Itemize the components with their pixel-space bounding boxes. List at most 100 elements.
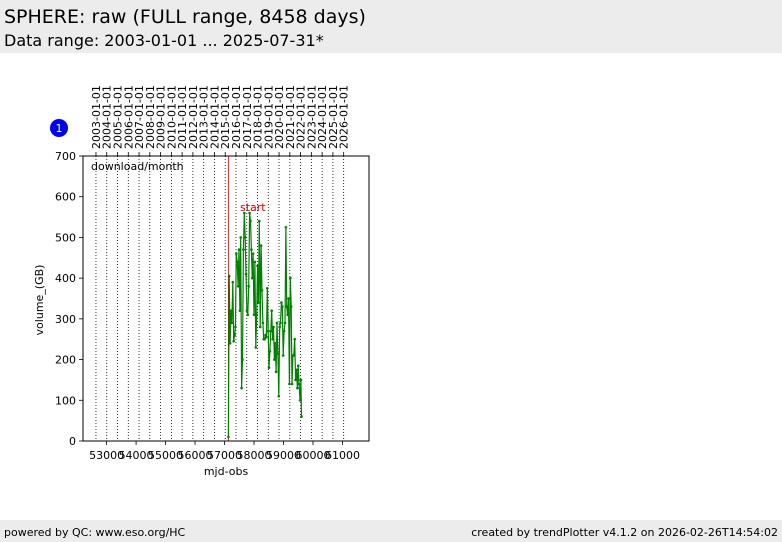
badge-label[interactable]: 1 [56, 122, 63, 135]
y-tick-label: 500 [55, 231, 76, 244]
data-point [292, 354, 296, 357]
y-tick-label: 0 [69, 435, 76, 448]
series-line [227, 212, 303, 437]
data-point [255, 313, 258, 317]
data-point [252, 313, 256, 317]
page-title: SPHERE: raw (FULL range, 8458 days) [4, 6, 366, 28]
data-point [297, 382, 301, 386]
trend-chart: 2003-01-012004-01-012005-01-012006-01-01… [33, 85, 370, 478]
top-axis-date-label: 2017-01-01 [241, 85, 254, 149]
data-point [233, 333, 236, 337]
data-point [286, 313, 289, 317]
top-axis-date-label: 2014-01-01 [208, 85, 221, 149]
data-point [229, 309, 233, 313]
data-point [273, 342, 277, 345]
x-tick-label: 58000 [237, 449, 272, 462]
top-axis-date-label: 2020-01-01 [273, 85, 286, 149]
data-point [243, 211, 246, 215]
data-point [236, 285, 240, 288]
data-point [265, 335, 268, 339]
top-axis-date-label: 2003-01-01 [90, 85, 103, 149]
data-point [298, 399, 302, 402]
data-point [269, 329, 273, 333]
badge-circle[interactable] [50, 119, 68, 137]
plot-number-badge[interactable]: 1 [50, 119, 68, 137]
data-point [277, 394, 281, 398]
x-tick-label: 56000 [178, 449, 213, 462]
top-axis-date-label: 2010-01-01 [165, 85, 178, 149]
x-tick-label: 53000 [89, 449, 124, 462]
data-point [261, 321, 265, 325]
data-point [250, 248, 253, 251]
data-point [299, 378, 303, 382]
x-tick-label: 57000 [207, 449, 242, 462]
data-point [245, 309, 249, 313]
top-axis-date-label: 2009-01-01 [155, 85, 168, 149]
data-point [257, 301, 260, 304]
data-point [256, 264, 259, 268]
top-axis-date-label: 2015-01-01 [219, 85, 232, 149]
data-point [266, 287, 269, 290]
y-tick-label: 600 [55, 191, 76, 204]
plot-frame [82, 155, 370, 442]
x-axis-label: mjd-obs [204, 465, 249, 478]
grid-lines [95, 156, 345, 441]
data-point [270, 309, 274, 313]
data-point [246, 313, 250, 317]
top-axis-date-label: 2026-01-01 [338, 85, 351, 149]
data-point [278, 325, 282, 329]
data-point [250, 276, 254, 280]
data-point [241, 358, 244, 361]
data-point [258, 325, 262, 329]
data-point [227, 435, 230, 439]
data-point [284, 226, 288, 229]
x-tick-label: 61000 [325, 449, 360, 462]
data-point [238, 309, 242, 313]
data-point [247, 285, 250, 288]
top-axis-date-label: 2006-01-01 [122, 85, 135, 149]
axes: 2003-01-012004-01-012005-01-012006-01-01… [55, 85, 370, 462]
top-axis-date-label: 2008-01-01 [144, 85, 157, 149]
data-point [276, 352, 280, 355]
data-point [242, 248, 245, 251]
data-point [273, 358, 276, 361]
data-point [289, 305, 293, 308]
series-annotation: download/month [91, 160, 184, 173]
top-axis-date-label: 2012-01-01 [187, 85, 200, 149]
footer-powered-by: powered by QC: www.eso.org/HC [4, 526, 186, 539]
data-range-subtitle: Data range: 2003-01-01 ... 2025-07-31* [4, 31, 324, 50]
top-axis-date-label: 2007-01-01 [133, 85, 146, 149]
data-point [295, 368, 298, 372]
data-point [264, 333, 267, 337]
top-axis-date-label: 2016-01-01 [230, 85, 243, 149]
data-point [230, 321, 234, 325]
report-header: SPHERE: raw (FULL range, 8458 days) Data… [0, 0, 782, 53]
data-point [282, 329, 286, 333]
data-point [267, 366, 271, 370]
data-point [228, 342, 232, 345]
data-point [240, 386, 243, 390]
data-point [260, 289, 264, 292]
x-tick-label: 60000 [295, 449, 330, 462]
top-axis-date-label: 2021-01-01 [284, 85, 297, 149]
data-point [235, 252, 238, 255]
top-axis-date-label: 2004-01-01 [101, 85, 114, 149]
y-tick-label: 400 [55, 272, 76, 285]
data-point [271, 337, 274, 341]
data-point [259, 244, 263, 247]
data-point [281, 354, 285, 357]
footer-created-by: created by trendPlotter v4.1.2 on 2026-0… [471, 526, 778, 539]
data-point [244, 272, 248, 276]
data-point [300, 415, 303, 418]
data-point [285, 305, 289, 308]
y-tick-label: 100 [55, 394, 76, 407]
data-point [275, 321, 279, 325]
top-axis-date-label: 2024-01-01 [316, 85, 329, 149]
data-point [237, 248, 241, 251]
data-point [258, 219, 261, 223]
data-point [232, 340, 235, 343]
data-point [254, 346, 258, 349]
y-axis-label: volume_(GB) [33, 265, 46, 336]
top-axis-date-label: 2023-01-01 [305, 85, 318, 149]
data-point [289, 276, 292, 280]
